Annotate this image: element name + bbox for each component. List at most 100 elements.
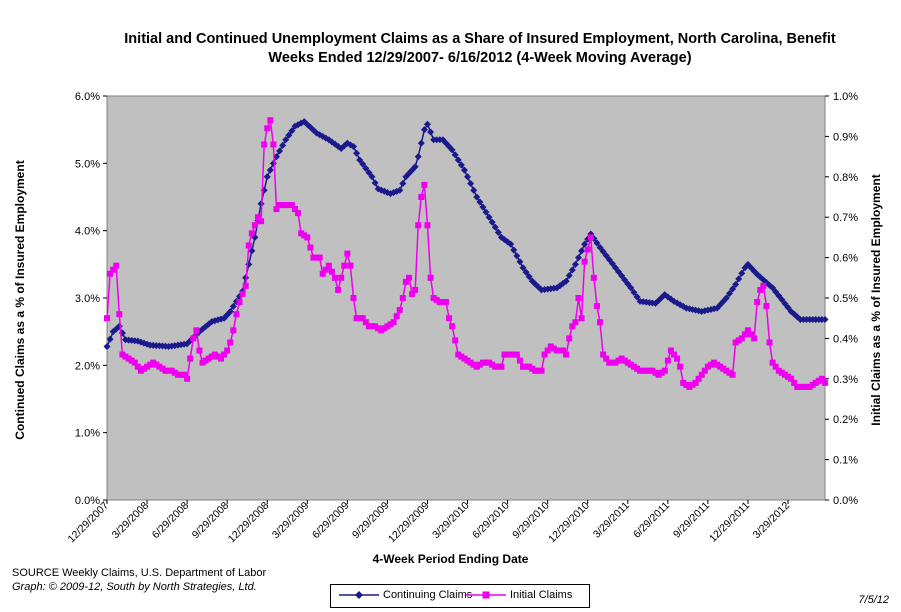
data-point bbox=[473, 363, 480, 370]
data-point bbox=[119, 351, 126, 358]
data-point bbox=[741, 331, 748, 338]
data-point bbox=[785, 373, 792, 380]
x-tick-label: 12/29/2009 bbox=[386, 500, 432, 546]
data-point bbox=[103, 342, 111, 350]
data-point bbox=[304, 234, 311, 241]
data-point bbox=[615, 268, 623, 276]
data-point bbox=[421, 181, 428, 188]
data-point bbox=[674, 355, 681, 362]
data-point bbox=[775, 292, 783, 300]
data-point bbox=[205, 355, 212, 362]
data-point bbox=[735, 275, 743, 283]
data-point bbox=[498, 363, 505, 370]
data-point bbox=[556, 347, 563, 354]
data-point bbox=[106, 335, 114, 343]
data-point bbox=[781, 300, 789, 308]
data-point bbox=[402, 278, 409, 285]
data-point bbox=[479, 359, 486, 366]
data-point bbox=[208, 353, 215, 360]
data-point bbox=[732, 281, 740, 289]
data-point bbox=[563, 351, 570, 358]
data-point bbox=[448, 146, 456, 154]
data-point bbox=[772, 363, 779, 370]
y-left-tick-label: 2.0% bbox=[75, 360, 100, 372]
data-point bbox=[150, 359, 157, 366]
data-point bbox=[282, 202, 289, 209]
data-point bbox=[483, 359, 490, 366]
data-point bbox=[634, 365, 641, 372]
data-point bbox=[470, 361, 477, 368]
data-point bbox=[162, 367, 169, 374]
data-point bbox=[350, 143, 358, 150]
y-left-tick-label: 5.0% bbox=[75, 158, 100, 170]
data-point bbox=[667, 347, 674, 354]
y-axis-left-label: Continued Claims as a % of Insured Emplo… bbox=[13, 160, 27, 440]
data-point bbox=[165, 367, 172, 374]
data-point bbox=[427, 128, 435, 136]
chart-title: Initial and Continued Unemployment Claim… bbox=[124, 31, 836, 66]
data-point bbox=[279, 202, 286, 209]
data-point bbox=[460, 166, 468, 174]
data-point bbox=[110, 266, 117, 273]
data-point bbox=[476, 198, 484, 206]
data-point bbox=[621, 357, 628, 364]
data-point bbox=[763, 303, 770, 310]
data-point bbox=[482, 208, 490, 216]
y-right-tick-label: 0.8% bbox=[833, 172, 858, 184]
data-point bbox=[516, 357, 523, 364]
data-point bbox=[261, 141, 268, 148]
data-point bbox=[692, 379, 699, 386]
data-point bbox=[581, 240, 589, 248]
data-point bbox=[492, 363, 499, 370]
data-point bbox=[285, 202, 292, 209]
x-tick-label: 9/29/2010 bbox=[510, 500, 552, 542]
data-point bbox=[575, 295, 582, 301]
data-point bbox=[457, 161, 465, 169]
data-point bbox=[467, 359, 474, 366]
data-point bbox=[772, 288, 780, 296]
y-right-tick-label: 1.0% bbox=[833, 91, 858, 103]
data-point bbox=[226, 307, 234, 315]
data-point bbox=[461, 355, 468, 362]
data-point bbox=[599, 248, 607, 256]
data-point bbox=[572, 319, 579, 326]
x-tick-label: 3/29/2010 bbox=[430, 500, 472, 542]
data-point bbox=[196, 347, 203, 354]
data-point bbox=[134, 363, 141, 370]
data-point bbox=[485, 213, 493, 221]
data-point bbox=[473, 193, 481, 201]
data-point bbox=[116, 311, 123, 318]
data-point bbox=[722, 294, 730, 302]
data-point bbox=[732, 339, 739, 346]
data-point bbox=[251, 222, 258, 229]
data-point bbox=[578, 247, 586, 255]
data-point bbox=[605, 256, 613, 264]
data-point bbox=[224, 347, 231, 354]
data-point bbox=[202, 357, 209, 364]
data-point bbox=[707, 361, 714, 368]
data-point bbox=[177, 371, 184, 378]
data-point bbox=[449, 323, 456, 330]
data-point bbox=[199, 359, 206, 366]
data-point bbox=[597, 319, 604, 326]
series-group bbox=[103, 117, 829, 390]
data-point bbox=[479, 203, 487, 211]
y-left-tick-label: 4.0% bbox=[75, 226, 100, 238]
data-point bbox=[529, 365, 536, 372]
y-left-tick-label: 3.0% bbox=[75, 293, 100, 305]
y-right-tick-label: 0.2% bbox=[833, 414, 858, 426]
data-point bbox=[658, 369, 665, 376]
data-point bbox=[332, 274, 339, 281]
data-point bbox=[566, 335, 573, 342]
y-left-tick-label: 6.0% bbox=[75, 91, 100, 103]
data-point bbox=[263, 173, 271, 181]
data-point bbox=[637, 367, 644, 374]
y-axis-right-label: Initial Claims as a % of Insured Employm… bbox=[869, 174, 883, 426]
data-point bbox=[587, 234, 594, 241]
x-tick-label: 3/29/2011 bbox=[591, 500, 632, 541]
data-point bbox=[227, 339, 234, 346]
data-point bbox=[489, 361, 496, 368]
data-point bbox=[242, 282, 249, 289]
data-point bbox=[643, 367, 650, 374]
